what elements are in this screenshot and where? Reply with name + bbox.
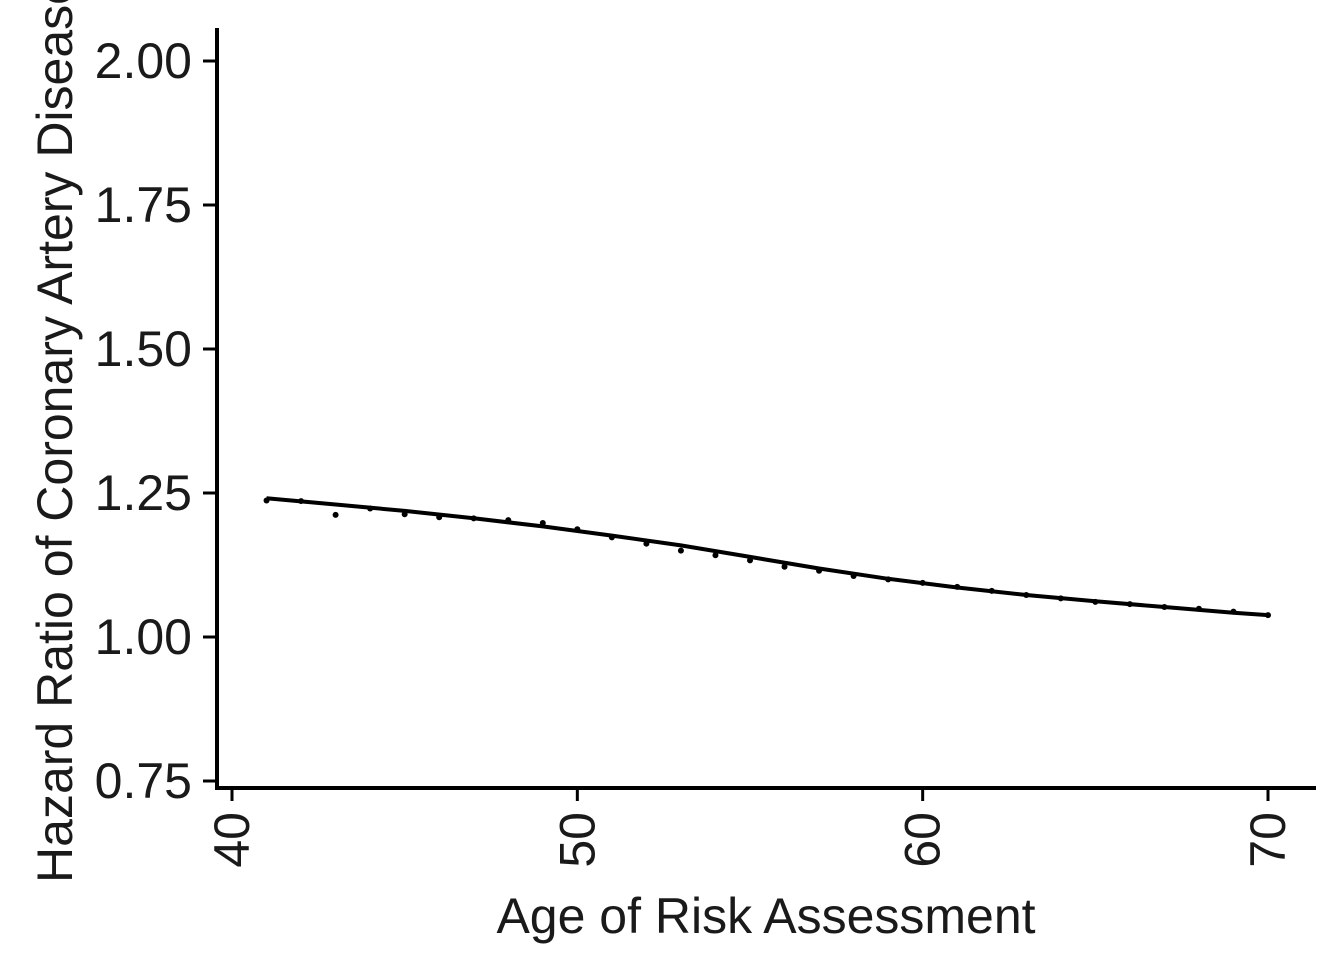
data-point xyxy=(263,497,270,504)
data-point xyxy=(850,572,857,579)
data-point xyxy=(608,534,615,541)
data-points xyxy=(263,497,1271,619)
y-tick-label: 1.50 xyxy=(95,321,192,377)
data-point xyxy=(954,583,961,590)
data-point xyxy=(332,511,339,518)
data-point xyxy=(539,519,546,526)
data-point xyxy=(781,563,788,570)
data-point xyxy=(885,576,892,583)
data-point xyxy=(1265,612,1271,619)
y-tick-label: 2.00 xyxy=(95,33,192,89)
data-point xyxy=(436,514,443,521)
x-tick-label: 40 xyxy=(204,812,260,868)
data-point xyxy=(677,547,684,554)
data-point xyxy=(643,540,650,547)
y-tick-label: 1.75 xyxy=(95,177,192,233)
data-point xyxy=(1057,595,1064,602)
data-point xyxy=(1023,591,1030,598)
y-ticks: 0.75 1.00 1.25 1.50 1.75 2.00 xyxy=(95,33,217,809)
y-axis-title: Hazard Ratio of Coronary Artery Disease xyxy=(27,0,83,883)
data-point xyxy=(401,511,408,518)
y-tick-label: 1.25 xyxy=(95,465,192,521)
data-point xyxy=(816,567,823,574)
data-point xyxy=(1126,601,1133,608)
x-axis-title: Age of Risk Assessment xyxy=(496,888,1035,944)
x-tick-label: 60 xyxy=(895,812,951,868)
data-point xyxy=(1195,605,1202,612)
x-tick-label: 70 xyxy=(1240,812,1296,868)
y-axis: 0.75 1.00 1.25 1.50 1.75 2.00 xyxy=(95,28,219,809)
data-point xyxy=(1230,608,1237,615)
data-point xyxy=(988,587,995,594)
data-point xyxy=(574,526,581,533)
x-tick-label: 50 xyxy=(549,812,605,868)
x-axis: 40 50 60 70 xyxy=(204,786,1316,868)
data-point xyxy=(505,517,512,524)
data-point xyxy=(298,498,305,505)
data-point xyxy=(470,515,477,522)
data-point xyxy=(367,505,374,512)
data-point xyxy=(712,552,719,559)
x-ticks: 40 50 60 70 xyxy=(204,788,1296,868)
y-tick-label: 1.00 xyxy=(95,609,192,665)
data-point xyxy=(1161,604,1168,611)
y-tick-label: 0.75 xyxy=(95,753,192,809)
fit-line xyxy=(266,496,1269,618)
plot-area xyxy=(263,496,1271,619)
data-point xyxy=(919,579,926,586)
data-point xyxy=(1092,598,1099,605)
data-point xyxy=(747,557,753,564)
